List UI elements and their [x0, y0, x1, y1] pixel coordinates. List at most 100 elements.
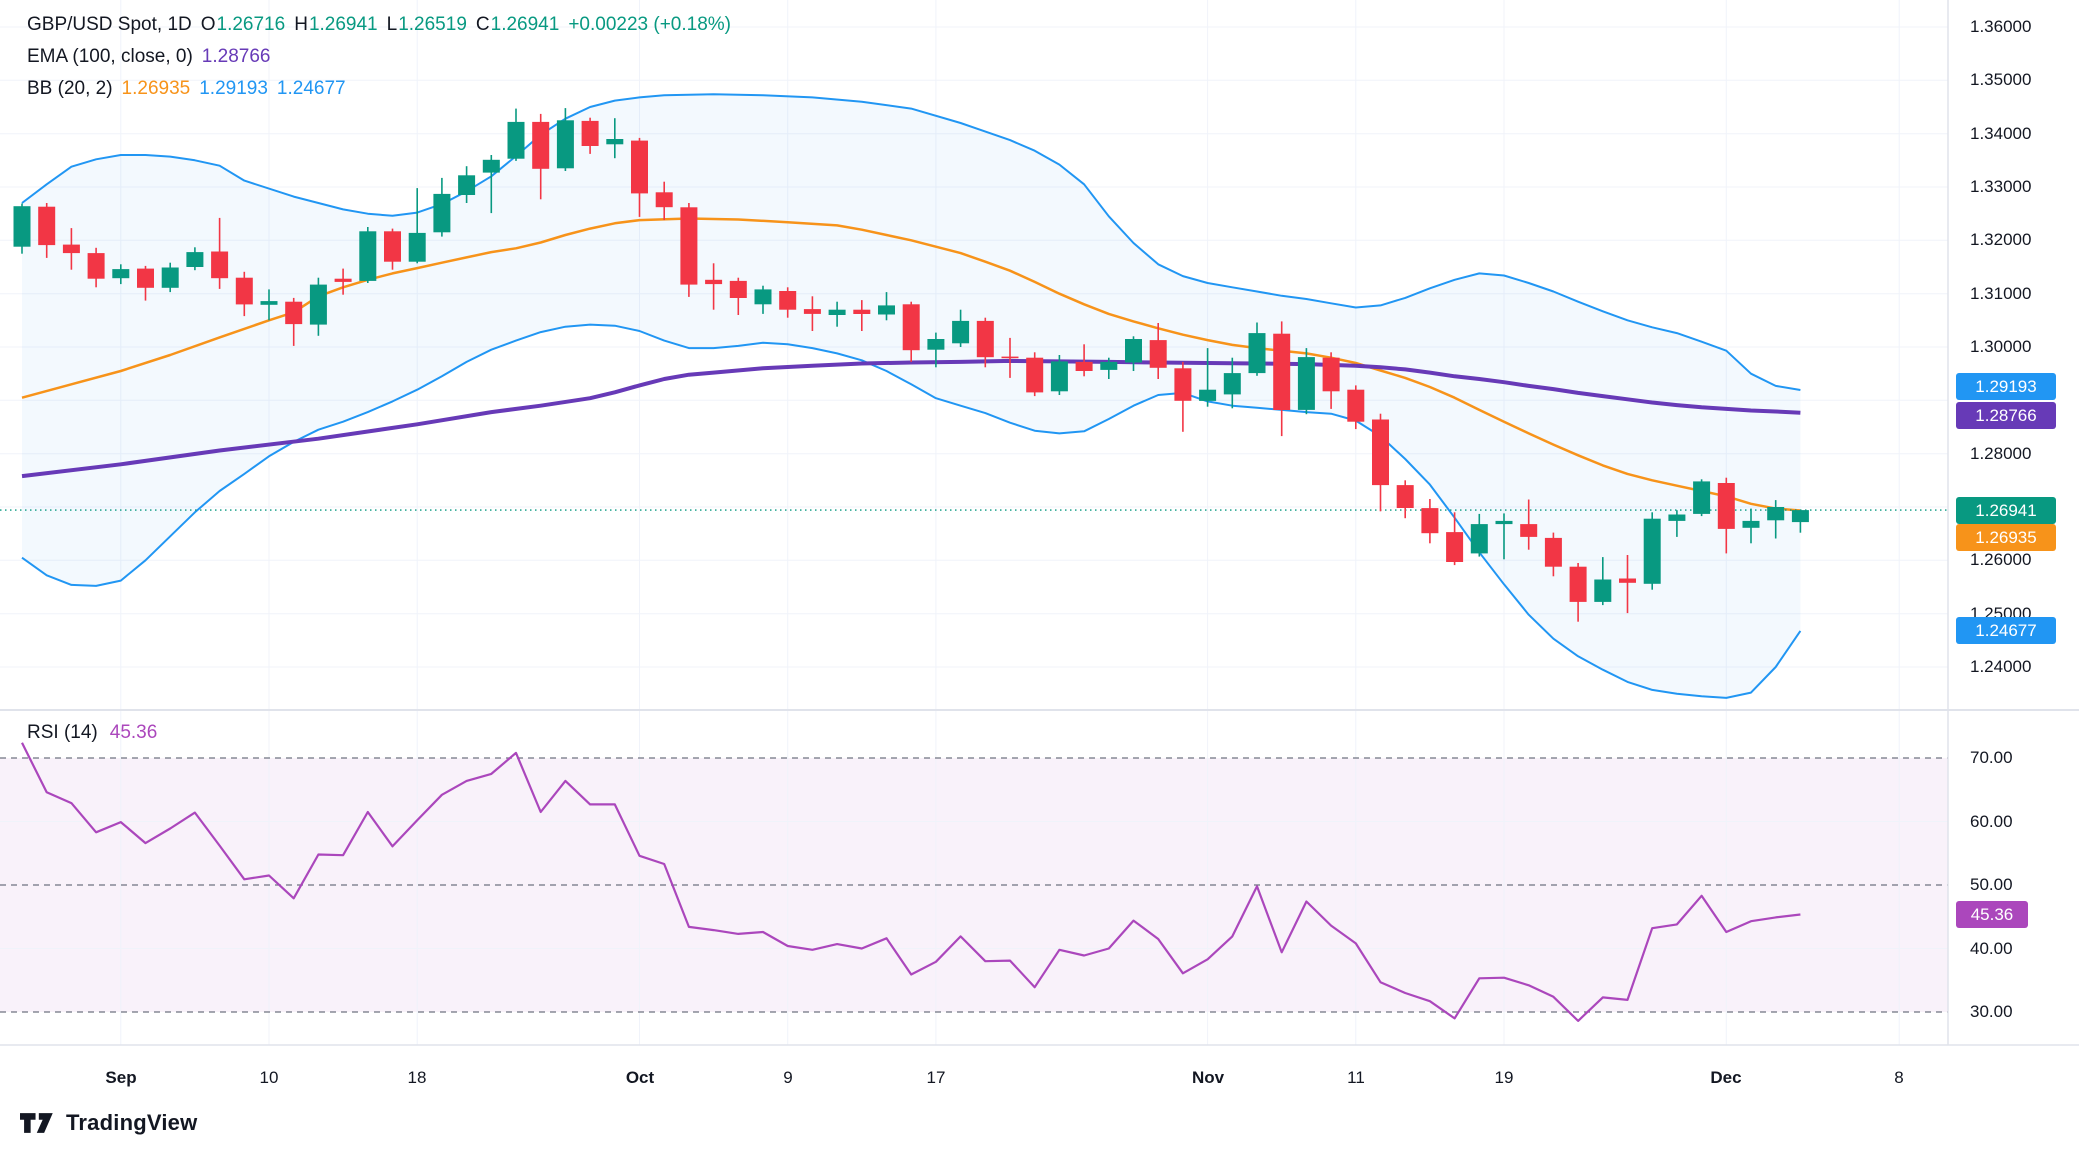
candle-body [803, 309, 821, 314]
price-axis-label: 1.24000 [1970, 657, 2032, 676]
candle-body [581, 120, 599, 146]
price-axis-label: 1.31000 [1970, 284, 2032, 303]
price-axis-label: 1.32000 [1970, 230, 2032, 249]
candle-body [631, 140, 648, 194]
candle-body [902, 304, 920, 351]
candle-body [1446, 532, 1464, 562]
ohlc-low: L 1.26519 [386, 14, 467, 35]
candle-body [1767, 507, 1785, 521]
candle-body [680, 207, 698, 285]
candle-body [112, 269, 130, 279]
tradingview-logo[interactable]: TradingView [20, 1110, 197, 1136]
symbol-title: GBP/USD Spot, 1D [27, 14, 192, 35]
bb-lower-price-badge: 1.24677 [1956, 617, 2056, 644]
price-axis-label: 1.26000 [1970, 550, 2032, 569]
time-axis-label: 18 [407, 1068, 427, 1087]
rsi-legend-row: RSI (14) 45.36 [27, 722, 157, 744]
candle-body [1174, 368, 1192, 401]
candle-body [1643, 518, 1661, 584]
candle-body [186, 252, 204, 267]
candle-body [1619, 578, 1636, 583]
bollinger-fill [22, 94, 1801, 698]
bb-lower-value: 1.24677 [276, 78, 346, 99]
ohlc-close: C 1.26941 [475, 14, 560, 35]
candle-body [1100, 361, 1118, 370]
tradingview-logo-icon [20, 1113, 53, 1133]
bb-upper-value: 1.29193 [199, 78, 268, 99]
chart-legend: GBP/USD Spot, 1D O 1.26716 H 1.26941 L 1.26… [27, 14, 731, 110]
ema-price-badge: 1.28766 [1956, 402, 2056, 429]
candle-body [211, 251, 229, 279]
time-axis-label: 10 [259, 1068, 279, 1087]
candle-body [137, 268, 154, 288]
candle-body [482, 159, 500, 173]
candle-body [952, 320, 970, 344]
price-axis-label: 1.35000 [1970, 70, 2032, 89]
rsi-axis-label: 30.00 [1970, 1002, 2013, 1021]
candle-body [532, 121, 550, 169]
candle-body [927, 339, 945, 350]
candle-body [976, 320, 994, 358]
candle-body [779, 291, 797, 310]
rsi-value: 45.36 [109, 722, 158, 743]
time-axis-label: Dec [1710, 1068, 1742, 1087]
candle-body [1125, 339, 1142, 363]
candlestick-series[interactable] [13, 108, 1809, 622]
candle-body [1470, 524, 1488, 554]
candle-body [1569, 566, 1587, 602]
time-axis-label: 9 [783, 1068, 793, 1087]
bollinger-upper-line [21, 93, 1801, 391]
candle-body [1149, 340, 1167, 368]
candle-body [433, 193, 451, 233]
candle-body [1248, 333, 1266, 374]
candle-body [260, 301, 278, 305]
candle-body [1297, 357, 1315, 410]
candle-body [408, 232, 426, 262]
time-axis-label: Sep [105, 1068, 137, 1087]
candle-body [1322, 357, 1340, 392]
candle-body [1520, 524, 1538, 537]
candle-body [359, 231, 377, 281]
change-value: +0.00223 (+0.18%) [568, 14, 731, 35]
candle-body [507, 121, 525, 159]
rsi-axis-label: 70.00 [1970, 748, 2013, 767]
candle-body [754, 289, 772, 305]
bollinger-basis-line [21, 217, 1801, 512]
candle-body [1495, 520, 1513, 525]
candle-body [1421, 508, 1439, 534]
candle-body [87, 253, 105, 279]
candle-body [729, 280, 747, 298]
candle-body [1223, 373, 1241, 395]
candle-body [1001, 356, 1019, 359]
candle-body [1791, 510, 1809, 523]
candle-body [705, 279, 723, 285]
bb-label: BB (20, 2) [27, 78, 113, 99]
candle-body [828, 309, 846, 315]
ema-legend-row: EMA (100, close, 0) 1.28766 [27, 46, 731, 78]
candle-body [878, 305, 895, 315]
candle-body [161, 267, 179, 288]
candle-body [1693, 481, 1711, 514]
candle-body [1594, 579, 1612, 602]
candle-body [1668, 514, 1686, 521]
candle-body [1050, 361, 1068, 392]
candle-body [13, 206, 31, 247]
rsi-axis-label: 50.00 [1970, 875, 2013, 894]
time-axis-label: Nov [1191, 1068, 1225, 1087]
candle-body [458, 175, 476, 195]
bb-upper-price-badge: 1.29193 [1956, 373, 2056, 400]
candle-body [1026, 357, 1044, 393]
last-close-price-badge: 1.26941 [1956, 497, 2056, 524]
time-axis-label: 17 [926, 1068, 946, 1087]
ohlc-open: O 1.26716 [200, 14, 286, 35]
candle-body [1075, 361, 1093, 371]
candle-body [1273, 333, 1291, 410]
bollinger-lower-line [21, 323, 1802, 699]
rsi-line [21, 742, 1801, 1023]
bb-legend-row: BB (20, 2) 1.26935 1.29193 1.24677 [27, 78, 731, 110]
candle-body [1544, 537, 1562, 567]
candle-body [853, 309, 871, 314]
price-axis-label: 1.36000 [1970, 17, 2032, 36]
candle-body [384, 231, 401, 262]
